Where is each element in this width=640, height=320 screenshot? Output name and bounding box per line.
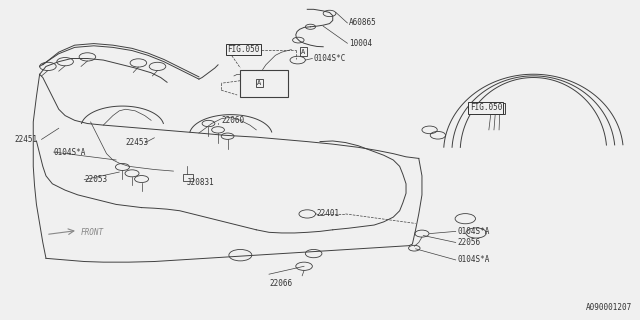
Text: A60865: A60865 (349, 19, 376, 28)
Text: 22056: 22056 (457, 238, 480, 247)
Text: 22451: 22451 (14, 135, 37, 144)
Text: FIG.050: FIG.050 (228, 45, 260, 54)
Text: FRONT: FRONT (81, 228, 104, 237)
Text: 22053: 22053 (84, 175, 108, 184)
Text: FIG.050: FIG.050 (470, 103, 502, 112)
Bar (183, 174, 193, 180)
Text: 22060: 22060 (221, 116, 244, 125)
Text: 0104S*A: 0104S*A (54, 148, 86, 156)
Bar (241, 69, 288, 97)
Text: A: A (301, 49, 305, 54)
Text: 22453: 22453 (125, 138, 148, 147)
Text: A090001207: A090001207 (586, 303, 632, 312)
Text: 10004: 10004 (349, 39, 372, 48)
Text: 0104S*A: 0104S*A (457, 255, 490, 264)
Text: 0104S*C: 0104S*C (314, 54, 346, 63)
Text: 22066: 22066 (269, 279, 292, 288)
Bar (476, 103, 505, 114)
Text: 0104S*A: 0104S*A (457, 227, 490, 236)
Text: A: A (257, 80, 262, 86)
Text: J20831: J20831 (186, 178, 214, 187)
Text: 22401: 22401 (317, 209, 340, 219)
